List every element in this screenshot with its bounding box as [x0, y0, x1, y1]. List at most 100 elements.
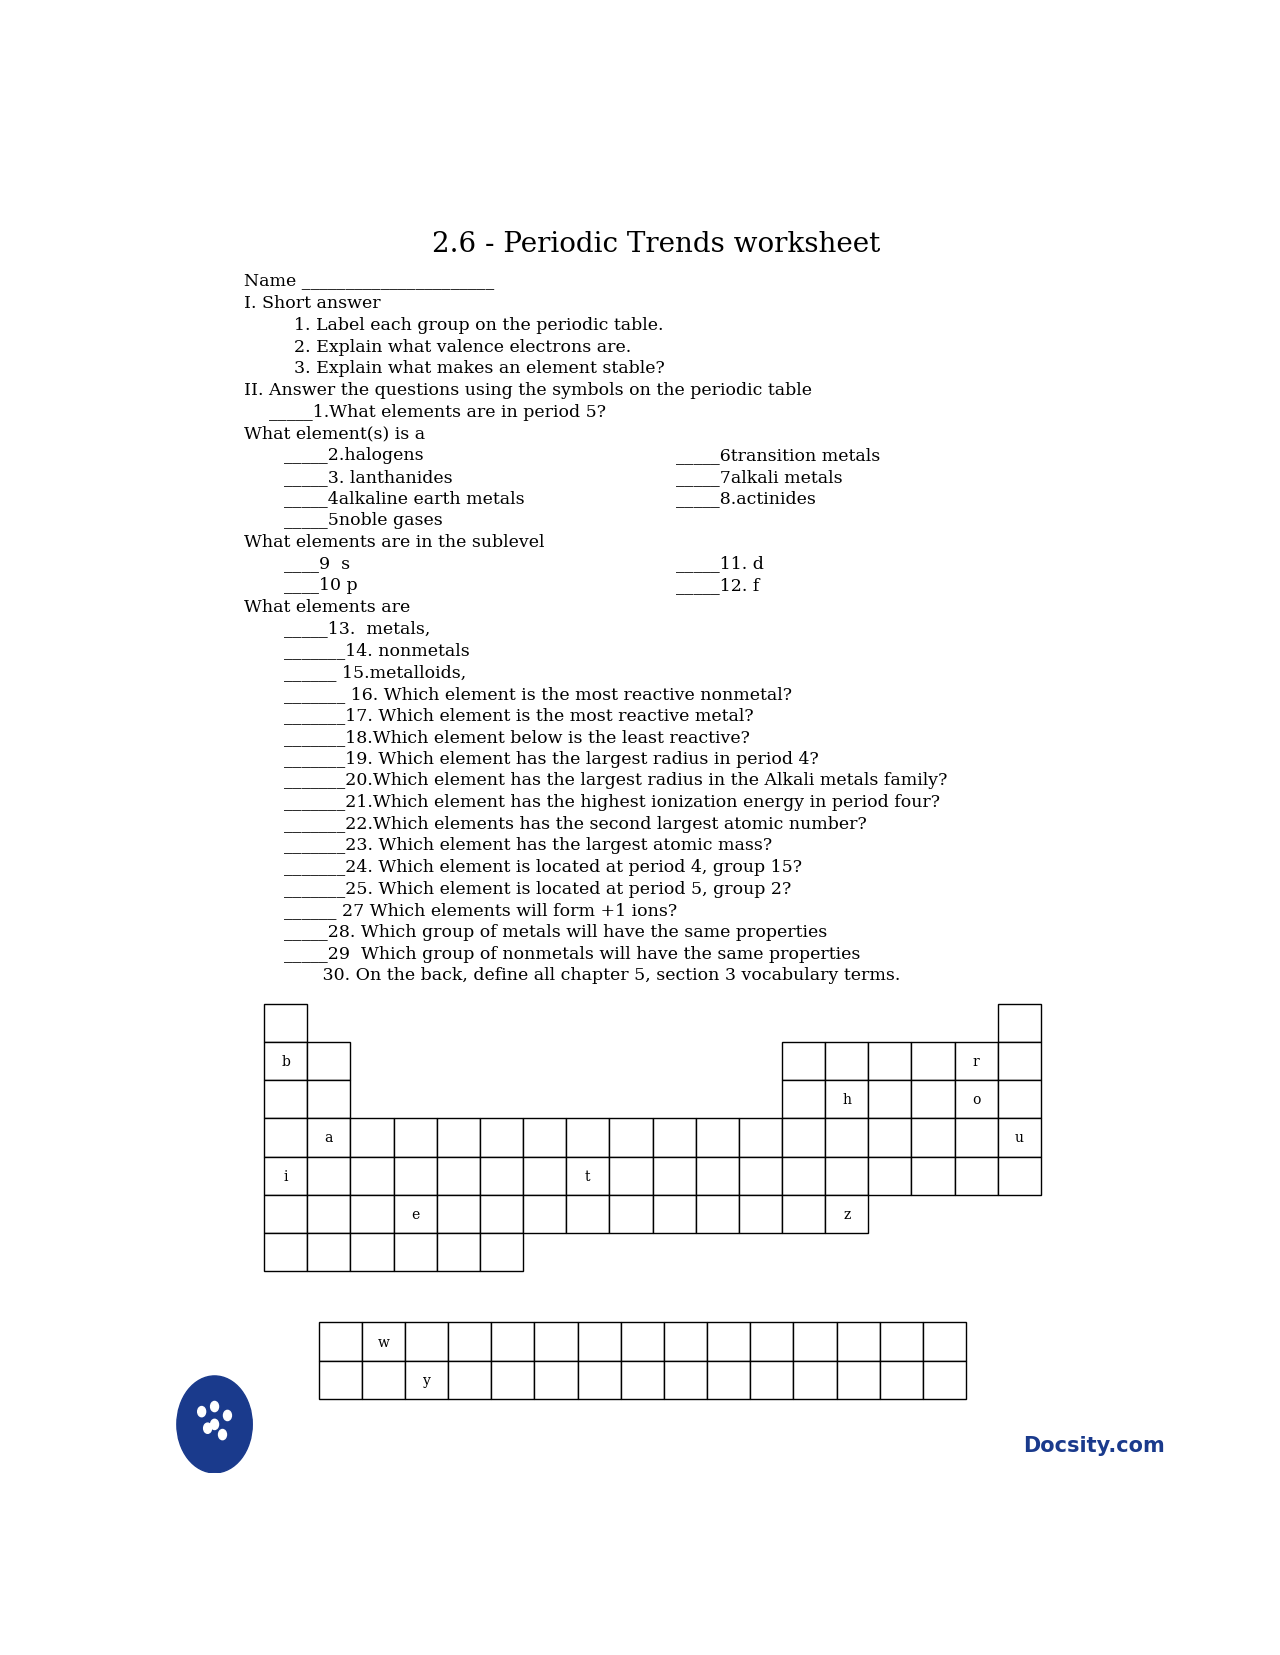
Bar	[524, 1195, 566, 1233]
Bar	[404, 1360, 448, 1398]
Circle shape	[224, 1410, 232, 1420]
Text: z: z	[844, 1206, 850, 1221]
Bar	[997, 1081, 1041, 1119]
Bar	[404, 1322, 448, 1360]
Bar	[621, 1322, 664, 1360]
Text: 3. Explain what makes an element stable?: 3. Explain what makes an element stable?	[294, 361, 664, 377]
Text: _____12. f: _____12. f	[676, 578, 759, 594]
Bar	[609, 1157, 653, 1195]
Bar	[707, 1322, 750, 1360]
Text: _____5noble gases: _____5noble gases	[284, 511, 443, 530]
Bar	[826, 1195, 868, 1233]
Text: _____2.halogens: _____2.halogens	[284, 447, 424, 463]
Bar	[911, 1157, 955, 1195]
Bar	[362, 1322, 404, 1360]
Bar	[480, 1119, 524, 1157]
Bar	[566, 1157, 609, 1195]
Bar	[997, 1157, 1041, 1195]
Circle shape	[204, 1423, 211, 1433]
Text: _______24. Which element is located at period 4, group 15?: _______24. Which element is located at p…	[284, 859, 803, 875]
Text: I. Short answer: I. Short answer	[244, 295, 381, 313]
Bar	[609, 1119, 653, 1157]
Bar	[955, 1081, 997, 1119]
Bar	[664, 1360, 707, 1398]
Bar	[264, 1081, 307, 1119]
Bar	[524, 1157, 566, 1195]
Text: _______ 16. Which element is the most reactive nonmetal?: _______ 16. Which element is the most re…	[284, 685, 792, 702]
Bar	[264, 1233, 307, 1271]
Bar	[911, 1043, 955, 1081]
Text: _______23. Which element has the largest atomic mass?: _______23. Which element has the largest…	[284, 837, 772, 854]
Text: y: y	[422, 1374, 430, 1387]
Bar	[739, 1157, 782, 1195]
Circle shape	[197, 1407, 206, 1417]
Text: h: h	[842, 1092, 851, 1107]
Text: _______19. Which element has the largest radius in period 4?: _______19. Which element has the largest…	[284, 750, 819, 768]
Bar	[782, 1157, 826, 1195]
Text: _____29  Which group of nonmetals will have the same properties: _____29 Which group of nonmetals will ha…	[284, 945, 860, 962]
Bar	[739, 1119, 782, 1157]
Bar	[782, 1081, 826, 1119]
Text: Docsity.com: Docsity.com	[1023, 1435, 1165, 1455]
Bar	[394, 1119, 436, 1157]
Bar	[566, 1195, 609, 1233]
Bar	[664, 1322, 707, 1360]
Bar	[653, 1195, 696, 1233]
Bar	[436, 1195, 480, 1233]
Bar	[319, 1360, 362, 1398]
Text: Name ______________________: Name ______________________	[244, 273, 494, 290]
Bar	[837, 1360, 879, 1398]
Circle shape	[211, 1402, 219, 1412]
Bar	[826, 1119, 868, 1157]
Bar	[696, 1119, 739, 1157]
Text: e: e	[411, 1206, 420, 1221]
Bar	[362, 1360, 404, 1398]
Bar	[351, 1233, 394, 1271]
Bar	[696, 1195, 739, 1233]
Bar	[535, 1322, 577, 1360]
Text: 2. Explain what valence electrons are.: 2. Explain what valence electrons are.	[294, 339, 631, 356]
Bar	[351, 1119, 394, 1157]
Bar	[997, 1119, 1041, 1157]
Text: _______14. nonmetals: _______14. nonmetals	[284, 642, 470, 659]
Bar	[782, 1119, 826, 1157]
Bar	[394, 1195, 436, 1233]
Bar	[955, 1157, 997, 1195]
Bar	[707, 1360, 750, 1398]
Bar	[307, 1157, 351, 1195]
Bar	[351, 1195, 394, 1233]
Bar	[997, 1043, 1041, 1081]
Bar	[577, 1322, 621, 1360]
Bar	[794, 1360, 837, 1398]
Text: II. Answer the questions using the symbols on the periodic table: II. Answer the questions using the symbo…	[244, 382, 813, 399]
Text: _______20.Which element has the largest radius in the Alkali metals family?: _______20.Which element has the largest …	[284, 771, 947, 789]
Bar	[264, 1005, 307, 1043]
Text: _____1.What elements are in period 5?: _____1.What elements are in period 5?	[269, 404, 607, 420]
Text: What element(s) is a: What element(s) is a	[244, 425, 425, 442]
Text: 30. On the back, define all chapter 5, section 3 vocabulary terms.: 30. On the back, define all chapter 5, s…	[284, 967, 900, 983]
Text: 2.6 - Periodic Trends worksheet: 2.6 - Periodic Trends worksheet	[431, 232, 881, 258]
Bar	[307, 1081, 351, 1119]
Bar	[351, 1157, 394, 1195]
Text: u: u	[1015, 1130, 1024, 1145]
Bar	[448, 1360, 492, 1398]
Bar	[750, 1322, 794, 1360]
Bar	[739, 1195, 782, 1233]
Bar	[826, 1043, 868, 1081]
Text: ______ 27 Which elements will form +1 ions?: ______ 27 Which elements will form +1 io…	[284, 902, 677, 919]
Bar	[535, 1360, 577, 1398]
Text: _____11. d: _____11. d	[676, 554, 764, 573]
Text: _______17. Which element is the most reactive metal?: _______17. Which element is the most rea…	[284, 707, 754, 723]
Text: _______21.Which element has the highest ionization energy in period four?: _______21.Which element has the highest …	[284, 793, 940, 811]
Bar	[997, 1005, 1041, 1043]
Bar	[436, 1119, 480, 1157]
Bar	[837, 1322, 879, 1360]
Bar	[911, 1081, 955, 1119]
Bar	[794, 1322, 837, 1360]
Bar	[436, 1157, 480, 1195]
Bar	[868, 1157, 911, 1195]
Bar	[480, 1233, 524, 1271]
Bar	[609, 1195, 653, 1233]
Bar	[264, 1195, 307, 1233]
Bar	[307, 1043, 351, 1081]
